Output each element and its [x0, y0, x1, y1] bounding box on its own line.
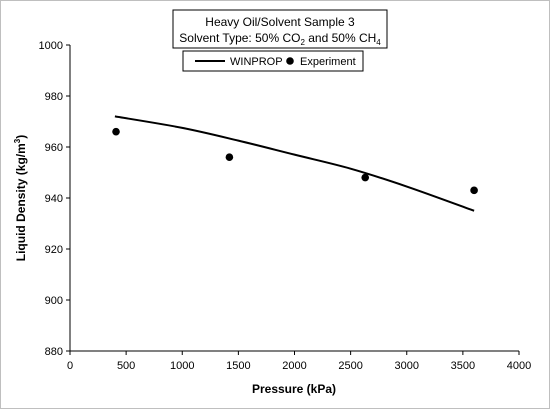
y-tick-label: 960 [45, 142, 63, 154]
axes [66, 44, 520, 355]
winprop-series [114, 115, 475, 212]
title-box: Heavy Oil/Solvent Sample 3 Solvent Type:… [172, 9, 388, 49]
x-tick-label: 2000 [282, 360, 306, 372]
y-axis-title-superscript: 3 [13, 138, 22, 143]
y-tick-label: 900 [45, 295, 63, 307]
chart-title-line-1: Heavy Oil/Solvent Sample 3 [205, 15, 355, 29]
experiment-point [470, 186, 478, 195]
y-tick-labels: 880 900 920 940 960 980 1000 [39, 40, 63, 358]
title-border [172, 9, 388, 49]
title-line-2-prefix: Solvent Type: 50% CO [179, 31, 300, 45]
experiment-point [361, 173, 370, 182]
legend-marker-swatch [286, 57, 294, 65]
x-tick-label: 3500 [451, 360, 475, 372]
experiment-point [225, 153, 234, 161]
x-tick-label: 500 [117, 360, 135, 372]
legend-label-experiment: Experiment [300, 56, 356, 68]
y-tick-label: 920 [45, 244, 63, 256]
legend-label-winprop: WINPROP [230, 56, 283, 68]
y-tick-label: 880 [45, 346, 63, 358]
x-tick-label: 2500 [338, 360, 362, 372]
experiment-point [112, 127, 120, 136]
legend-border [182, 50, 364, 72]
title-subscript-2: 4 [376, 38, 381, 47]
title-line-2-middle: and 50% CH [305, 31, 376, 45]
x-tick-label: 4000 [507, 360, 531, 372]
x-tick-label: 0 [67, 360, 73, 372]
x-tick-label: 3000 [395, 360, 419, 372]
experiment-series [112, 127, 478, 195]
y-tick-label: 1000 [39, 40, 63, 52]
x-tick-label: 1000 [170, 360, 194, 372]
x-tick-labels: 0 500 1000 1500 2000 2500 3000 3500 4000 [67, 360, 531, 372]
y-axis-title-suffix: ) [14, 135, 28, 139]
chart-title-line-2: Solvent Type: 50% CO2 and 50% CH4 [179, 31, 381, 47]
y-tick-label: 980 [45, 91, 63, 103]
y-axis-title-text: Liquid Density (kg/m [14, 143, 28, 261]
y-tick-label: 940 [45, 193, 63, 205]
winprop-curve [114, 115, 475, 212]
title-subscript-1: 2 [300, 38, 305, 47]
x-tick-label: 1500 [226, 360, 250, 372]
x-axis-title: Pressure (kPa) [252, 382, 336, 396]
y-axis-title: Liquid Density (kg/m3) [13, 135, 28, 261]
legend: WINPROP Experiment [182, 50, 364, 72]
